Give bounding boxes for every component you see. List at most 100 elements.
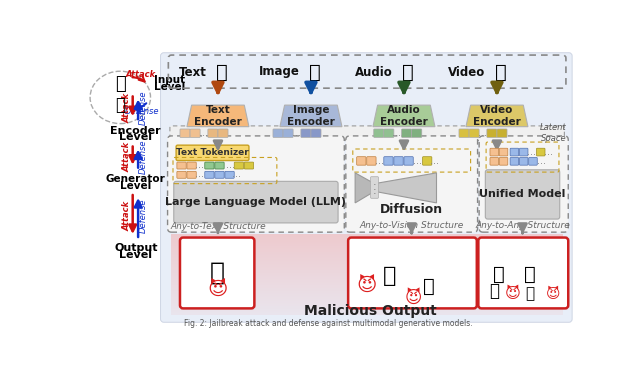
Text: Video: Video xyxy=(448,66,485,79)
FancyBboxPatch shape xyxy=(208,129,218,137)
Text: ...: ... xyxy=(527,147,536,157)
Text: Any-to-Vision Structure: Any-to-Vision Structure xyxy=(360,221,464,231)
Text: Output: Output xyxy=(114,243,157,254)
Text: Text Tokenizer: Text Tokenizer xyxy=(176,148,249,157)
FancyBboxPatch shape xyxy=(479,136,568,232)
FancyBboxPatch shape xyxy=(499,148,508,156)
Text: Diffusion: Diffusion xyxy=(380,203,444,215)
FancyBboxPatch shape xyxy=(459,129,469,137)
Text: Any-to-Any Structure: Any-to-Any Structure xyxy=(475,221,570,231)
FancyBboxPatch shape xyxy=(469,129,479,137)
Text: Defense: Defense xyxy=(125,107,159,116)
Text: ·: · xyxy=(372,189,376,199)
Polygon shape xyxy=(374,173,436,203)
Text: ...: ... xyxy=(292,128,301,138)
FancyBboxPatch shape xyxy=(174,181,338,223)
Text: Audio: Audio xyxy=(355,66,392,79)
Text: 🖼: 🖼 xyxy=(383,266,397,286)
FancyBboxPatch shape xyxy=(187,162,196,169)
Text: 🖼: 🖼 xyxy=(524,265,536,284)
Text: 👮: 👮 xyxy=(115,75,125,93)
FancyBboxPatch shape xyxy=(180,129,190,137)
Text: ...: ... xyxy=(374,156,383,166)
Text: 📄: 📄 xyxy=(210,261,225,285)
FancyBboxPatch shape xyxy=(520,158,528,165)
FancyBboxPatch shape xyxy=(311,129,321,137)
FancyBboxPatch shape xyxy=(225,171,234,178)
Polygon shape xyxy=(187,105,249,127)
Text: ...: ... xyxy=(431,156,440,166)
FancyBboxPatch shape xyxy=(374,129,384,137)
FancyBboxPatch shape xyxy=(177,162,186,169)
Text: ...: ... xyxy=(232,169,241,179)
Text: Unified Model: Unified Model xyxy=(479,189,566,199)
FancyBboxPatch shape xyxy=(168,136,344,232)
FancyBboxPatch shape xyxy=(490,158,499,165)
Text: ...: ... xyxy=(392,128,401,138)
Text: ...: ... xyxy=(226,160,235,170)
Text: Level: Level xyxy=(119,250,152,260)
Text: Text
Encoder: Text Encoder xyxy=(194,105,242,127)
FancyBboxPatch shape xyxy=(176,145,249,161)
FancyBboxPatch shape xyxy=(490,148,499,156)
FancyBboxPatch shape xyxy=(348,238,477,308)
FancyBboxPatch shape xyxy=(485,170,560,219)
Text: ...: ... xyxy=(543,147,552,157)
FancyBboxPatch shape xyxy=(367,157,376,165)
Text: 😈: 😈 xyxy=(207,280,227,299)
Text: ...: ... xyxy=(195,160,204,170)
FancyBboxPatch shape xyxy=(205,162,214,169)
FancyBboxPatch shape xyxy=(273,129,283,137)
Text: 😈: 😈 xyxy=(545,287,560,301)
FancyBboxPatch shape xyxy=(384,129,394,137)
Text: Latent
Space: Latent Space xyxy=(540,123,566,143)
FancyBboxPatch shape xyxy=(412,129,422,137)
Text: 🎬: 🎬 xyxy=(525,286,534,301)
Text: Attack: Attack xyxy=(123,142,132,172)
Text: Attack: Attack xyxy=(123,201,132,231)
Text: Level: Level xyxy=(120,181,152,191)
Polygon shape xyxy=(373,105,435,127)
Text: 📄: 📄 xyxy=(216,62,228,82)
Text: Malicious Output: Malicious Output xyxy=(304,304,437,318)
Text: Video
Encoder: Video Encoder xyxy=(473,105,521,127)
Text: Text: Text xyxy=(179,66,206,79)
FancyBboxPatch shape xyxy=(536,148,545,156)
FancyBboxPatch shape xyxy=(190,129,200,137)
Text: 📄: 📄 xyxy=(493,265,504,284)
FancyBboxPatch shape xyxy=(520,148,528,156)
FancyBboxPatch shape xyxy=(402,129,412,137)
FancyBboxPatch shape xyxy=(205,171,214,178)
Text: 🖼: 🖼 xyxy=(309,62,321,82)
Text: Generator: Generator xyxy=(106,174,166,184)
Text: Attack: Attack xyxy=(125,70,156,79)
Text: Level: Level xyxy=(154,82,186,92)
FancyBboxPatch shape xyxy=(371,177,378,198)
Text: ...: ... xyxy=(536,156,546,166)
FancyBboxPatch shape xyxy=(510,148,518,156)
Text: 🔊: 🔊 xyxy=(402,62,413,82)
FancyBboxPatch shape xyxy=(283,129,293,137)
Text: Input: Input xyxy=(154,76,186,86)
Text: Large Language Model (LLM): Large Language Model (LLM) xyxy=(165,197,346,207)
FancyBboxPatch shape xyxy=(422,157,432,165)
Text: Defense: Defense xyxy=(139,90,148,125)
Text: Any-to-Text Structure: Any-to-Text Structure xyxy=(170,222,266,231)
Text: 🔊: 🔊 xyxy=(490,282,500,300)
FancyBboxPatch shape xyxy=(161,53,572,322)
FancyBboxPatch shape xyxy=(404,157,413,165)
FancyBboxPatch shape xyxy=(499,158,508,165)
Text: Defense: Defense xyxy=(139,140,148,174)
Text: Image: Image xyxy=(259,66,300,79)
Text: Encoder: Encoder xyxy=(111,125,161,135)
FancyBboxPatch shape xyxy=(218,129,228,137)
Polygon shape xyxy=(355,173,374,203)
FancyBboxPatch shape xyxy=(497,129,507,137)
FancyBboxPatch shape xyxy=(215,171,224,178)
Text: ...: ... xyxy=(413,156,422,166)
Text: ...: ... xyxy=(195,169,204,179)
FancyBboxPatch shape xyxy=(487,129,497,137)
Text: 🎬: 🎬 xyxy=(495,62,507,82)
Text: ·: · xyxy=(372,180,376,190)
Text: 🥷: 🥷 xyxy=(115,96,125,114)
